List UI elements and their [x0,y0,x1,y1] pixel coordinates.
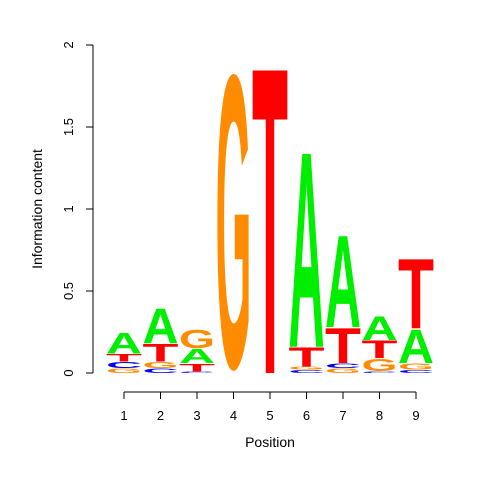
x-tick-label: 9 [412,408,419,423]
y-axis: 0 0.5 1 1.5 2 [61,41,94,377]
x-tick-label: 7 [339,408,346,423]
logo-letter-g: G [216,0,252,457]
y-tick-label: 0 [61,369,76,376]
x-axis-label: Position [245,434,295,450]
logo-letter-t: T [143,339,179,367]
logo-letter-c: C [398,369,434,374]
logo-letter-c: C [289,369,325,374]
logo-letter-c: C [179,371,215,373]
logo-letter-a: A [179,345,215,368]
logo-letter-t: T [398,240,434,351]
x-axis: 1 2 3 4 5 6 7 8 9 [120,391,420,423]
logo-letter-a: A [289,93,325,406]
logo-letter-c: C [143,367,179,374]
x-tick-label: 6 [303,408,310,423]
x-tick-label: 3 [193,408,200,423]
y-tick-label: 1 [61,205,76,212]
logo-letter-g: G [362,356,398,375]
logo-letter-t: T [325,317,361,374]
logo-letter-g: G [143,360,179,370]
logo-letter-t: T [252,0,288,467]
logo-letter-a: A [362,310,398,348]
y-tick-label: 2 [61,41,76,48]
logo-letter-c: C [325,362,361,369]
logo-letter-a: A [143,298,179,354]
logo-letter-t: T [106,351,142,364]
y-tick-label: 0.5 [61,282,76,300]
logo-letter-c: C [106,360,142,370]
logo-letter-g: G [325,367,361,374]
logo-letter-t: T [289,341,325,372]
logo-letter-a: A [106,327,142,360]
logo-letter-g: G [289,366,325,371]
x-tick-label: 5 [266,408,273,423]
y-axis-label: Information content [29,149,45,269]
logo-letter-g: G [179,324,215,353]
logo-letter-a: A [398,321,434,374]
logo-letter-t: T [362,336,398,364]
logo-letter-g: G [398,362,434,372]
x-tick-label: 8 [376,408,383,423]
x-tick-label: 4 [230,408,237,423]
y-tick-label: 1.5 [61,118,76,136]
logo-letter-c: C [362,371,398,373]
logo-letter-t: T [179,361,215,374]
logo-letter-a: A [325,209,361,356]
logo-letter-g: G [106,367,142,374]
x-tick-label: 1 [120,408,127,423]
x-tick-label: 2 [157,408,164,423]
